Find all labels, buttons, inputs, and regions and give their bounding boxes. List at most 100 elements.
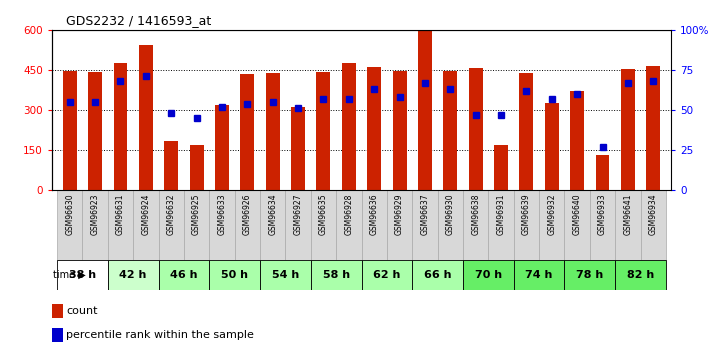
Text: GSM96924: GSM96924 <box>141 194 150 235</box>
Bar <box>139 46 153 190</box>
Text: 58 h: 58 h <box>323 270 350 280</box>
FancyBboxPatch shape <box>488 190 514 260</box>
FancyBboxPatch shape <box>641 190 666 260</box>
FancyBboxPatch shape <box>514 190 539 260</box>
Text: GSM96934: GSM96934 <box>648 194 658 235</box>
Text: GSM96639: GSM96639 <box>522 194 531 235</box>
Bar <box>545 103 559 190</box>
Text: GSM96634: GSM96634 <box>268 194 277 235</box>
Bar <box>215 105 229 190</box>
Text: GSM96635: GSM96635 <box>319 194 328 235</box>
Bar <box>646 66 661 190</box>
Text: GSM96640: GSM96640 <box>572 194 582 235</box>
FancyBboxPatch shape <box>311 190 336 260</box>
FancyBboxPatch shape <box>565 260 615 290</box>
FancyBboxPatch shape <box>108 260 159 290</box>
FancyBboxPatch shape <box>387 190 412 260</box>
FancyBboxPatch shape <box>565 190 590 260</box>
FancyBboxPatch shape <box>57 260 108 290</box>
Bar <box>291 107 305 190</box>
Bar <box>469 68 483 190</box>
FancyBboxPatch shape <box>260 260 311 290</box>
Bar <box>63 71 77 190</box>
FancyBboxPatch shape <box>209 190 235 260</box>
FancyBboxPatch shape <box>463 190 488 260</box>
Text: GSM96636: GSM96636 <box>370 194 379 235</box>
Text: 62 h: 62 h <box>373 270 400 280</box>
Text: 74 h: 74 h <box>525 270 552 280</box>
Text: 54 h: 54 h <box>272 270 299 280</box>
FancyBboxPatch shape <box>235 190 260 260</box>
Text: GSM96923: GSM96923 <box>90 194 100 235</box>
FancyBboxPatch shape <box>133 190 159 260</box>
Text: GSM96925: GSM96925 <box>192 194 201 235</box>
Text: 82 h: 82 h <box>627 270 654 280</box>
FancyBboxPatch shape <box>539 190 565 260</box>
FancyBboxPatch shape <box>437 190 463 260</box>
Text: time ▶: time ▶ <box>53 270 85 280</box>
FancyBboxPatch shape <box>412 260 463 290</box>
Text: GSM96926: GSM96926 <box>243 194 252 235</box>
Text: 50 h: 50 h <box>221 270 248 280</box>
Text: GSM96631: GSM96631 <box>116 194 125 235</box>
Text: GSM96928: GSM96928 <box>344 194 353 235</box>
FancyBboxPatch shape <box>57 190 82 260</box>
Text: percentile rank within the sample: percentile rank within the sample <box>66 330 254 340</box>
Text: 78 h: 78 h <box>576 270 604 280</box>
FancyBboxPatch shape <box>159 190 184 260</box>
Text: count: count <box>66 306 97 316</box>
Text: GSM96630: GSM96630 <box>65 194 74 235</box>
Bar <box>570 91 584 190</box>
Text: 70 h: 70 h <box>475 270 502 280</box>
FancyBboxPatch shape <box>159 260 209 290</box>
Bar <box>88 72 102 190</box>
Bar <box>342 62 356 190</box>
FancyBboxPatch shape <box>336 190 361 260</box>
Text: GSM96929: GSM96929 <box>395 194 404 235</box>
FancyBboxPatch shape <box>590 190 615 260</box>
Text: 38 h: 38 h <box>69 270 96 280</box>
Text: GSM96633: GSM96633 <box>218 194 227 235</box>
FancyBboxPatch shape <box>615 260 666 290</box>
FancyBboxPatch shape <box>82 190 108 260</box>
Text: GSM96638: GSM96638 <box>471 194 480 235</box>
FancyBboxPatch shape <box>285 190 311 260</box>
Bar <box>367 67 381 190</box>
Text: GSM96641: GSM96641 <box>624 194 632 235</box>
Bar <box>266 73 279 190</box>
Text: 42 h: 42 h <box>119 270 147 280</box>
Bar <box>494 145 508 190</box>
Bar <box>190 145 203 190</box>
Text: GSM96637: GSM96637 <box>420 194 429 235</box>
Bar <box>114 62 127 190</box>
Text: GSM96931: GSM96931 <box>496 194 506 235</box>
FancyBboxPatch shape <box>615 190 641 260</box>
Text: GSM96932: GSM96932 <box>547 194 556 235</box>
Bar <box>240 74 255 190</box>
FancyBboxPatch shape <box>108 190 133 260</box>
Text: GDS2232 / 1416593_at: GDS2232 / 1416593_at <box>66 13 211 27</box>
FancyBboxPatch shape <box>514 260 565 290</box>
FancyBboxPatch shape <box>361 260 412 290</box>
FancyBboxPatch shape <box>260 190 285 260</box>
Bar <box>392 70 407 190</box>
FancyBboxPatch shape <box>463 260 514 290</box>
FancyBboxPatch shape <box>184 190 209 260</box>
FancyBboxPatch shape <box>412 190 437 260</box>
Bar <box>164 141 178 190</box>
Text: GSM96927: GSM96927 <box>294 194 303 235</box>
Text: GSM96930: GSM96930 <box>446 194 455 235</box>
Bar <box>621 69 635 190</box>
Bar <box>520 73 533 190</box>
FancyBboxPatch shape <box>361 190 387 260</box>
FancyBboxPatch shape <box>209 260 260 290</box>
Text: 66 h: 66 h <box>424 270 451 280</box>
Bar <box>444 70 457 190</box>
Bar <box>316 72 331 190</box>
FancyBboxPatch shape <box>311 260 361 290</box>
Text: GSM96632: GSM96632 <box>167 194 176 235</box>
Bar <box>418 31 432 190</box>
Bar <box>596 155 609 190</box>
Text: 46 h: 46 h <box>170 270 198 280</box>
Text: GSM96933: GSM96933 <box>598 194 607 235</box>
